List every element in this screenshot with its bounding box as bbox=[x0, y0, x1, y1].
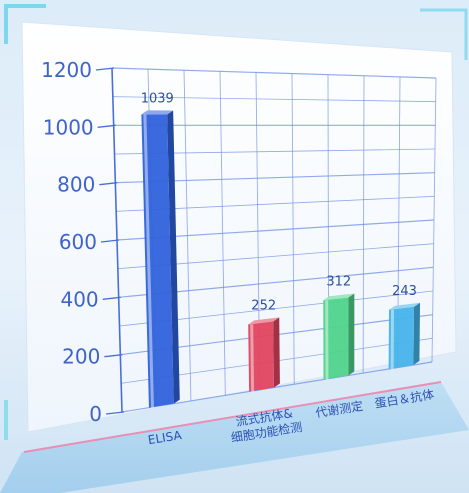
y-tick-label: 200 bbox=[62, 345, 100, 369]
bar-side-face bbox=[273, 317, 280, 388]
bar-value-label: 1039 bbox=[141, 91, 174, 106]
y-tick-label: 1000 bbox=[43, 115, 94, 139]
bar-top-face bbox=[248, 317, 280, 325]
bar-3 bbox=[323, 293, 355, 380]
axis-layer bbox=[95, 67, 125, 415]
bar-front-face bbox=[388, 306, 415, 369]
floor-edge bbox=[23, 381, 442, 453]
bar-4 bbox=[388, 302, 421, 369]
y-tick-label: 0 bbox=[89, 402, 102, 426]
y-tick-mark bbox=[100, 239, 120, 243]
bar-front-face bbox=[248, 321, 274, 392]
y-tick-label: 1200 bbox=[41, 58, 92, 82]
grid-line-vertical bbox=[362, 75, 365, 374]
bar-top-face bbox=[141, 110, 174, 115]
grid-line-horizontal bbox=[112, 96, 436, 103]
grid-line-vertical bbox=[431, 77, 437, 363]
grid-line-horizontal bbox=[111, 67, 437, 79]
bar-value-label: 252 bbox=[251, 298, 276, 313]
bar-highlight bbox=[325, 300, 329, 380]
chart-floor bbox=[0, 382, 469, 493]
grid-line-vertical bbox=[183, 70, 192, 401]
y-tick-mark bbox=[95, 67, 115, 71]
bar-value-label: 312 bbox=[326, 274, 351, 289]
frame-corner-top-left bbox=[4, 4, 46, 44]
bar-highlight bbox=[250, 324, 255, 392]
y-tick-mark bbox=[102, 296, 121, 300]
bar-top-face bbox=[323, 293, 355, 301]
bar-front-face bbox=[141, 114, 174, 408]
x-category-label: ELISA bbox=[147, 428, 183, 447]
y-tick-mark bbox=[105, 411, 125, 415]
bar-side-face bbox=[167, 110, 180, 404]
frame-corner-top-right bbox=[420, 8, 468, 60]
bar-value-label: 243 bbox=[392, 284, 417, 299]
y-tick-mark bbox=[104, 354, 123, 358]
bar-highlight bbox=[390, 309, 395, 369]
bar-side-face bbox=[348, 293, 355, 376]
bar-2 bbox=[248, 317, 280, 392]
y-tick-label: 400 bbox=[60, 287, 98, 311]
x-category-label: 代谢测定 bbox=[314, 398, 364, 420]
y-tick-label: 600 bbox=[59, 230, 97, 254]
grid-line-vertical bbox=[219, 71, 226, 396]
y-tick-mark bbox=[97, 124, 116, 128]
bar-highlight bbox=[143, 114, 154, 408]
chart-panel bbox=[21, 21, 457, 433]
grid-line-vertical bbox=[291, 73, 295, 385]
bar-top-face bbox=[389, 302, 421, 310]
bar-layer bbox=[141, 110, 421, 408]
bar-1 bbox=[141, 110, 180, 408]
y-tick-label: 800 bbox=[57, 173, 95, 197]
y-tick-mark bbox=[99, 182, 118, 186]
bar-front-face bbox=[323, 297, 349, 380]
bar-side-face bbox=[413, 302, 421, 365]
